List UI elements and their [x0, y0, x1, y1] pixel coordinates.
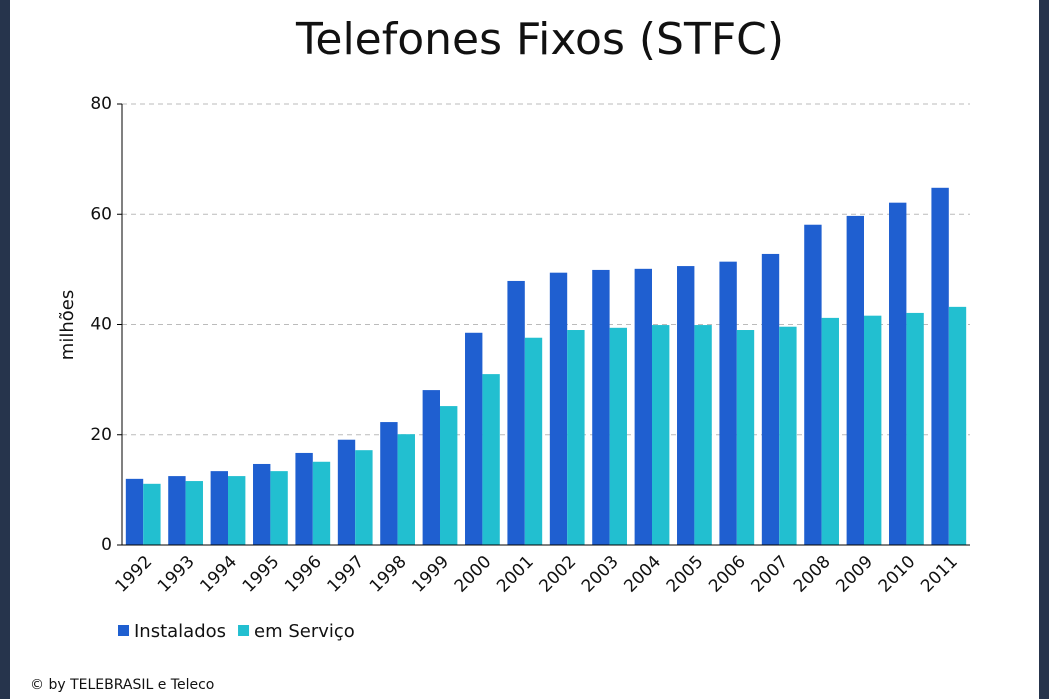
bar [524, 337, 543, 545]
bar [864, 315, 882, 545]
bar [295, 452, 313, 545]
bar [634, 268, 652, 545]
bar [906, 312, 924, 545]
bar [931, 187, 949, 546]
bar [482, 374, 500, 545]
bar [652, 325, 670, 545]
bar [210, 471, 228, 545]
bar [736, 330, 755, 545]
y-tick-label: 40 [90, 315, 112, 335]
chart-title: Telefones Fixos (STFC) [295, 14, 784, 65]
bar [440, 406, 458, 545]
bar [270, 471, 288, 545]
bar [143, 483, 161, 545]
bar [846, 215, 864, 545]
bar [228, 476, 246, 545]
bar [948, 306, 967, 545]
bar [779, 326, 797, 545]
bar [677, 266, 695, 545]
bar [549, 272, 568, 545]
y-tick-label: 80 [90, 94, 112, 114]
bar [609, 327, 627, 545]
bar [125, 478, 144, 545]
y-tick-label: 0 [101, 535, 112, 555]
y-tick-label: 20 [90, 425, 112, 445]
bar [821, 317, 839, 545]
bar [507, 280, 525, 545]
legend-label: em Serviço [254, 621, 355, 642]
legend-swatch [118, 625, 129, 636]
bar [337, 439, 356, 545]
bar [719, 261, 737, 545]
bar [168, 476, 186, 545]
bar [694, 325, 712, 545]
bar [380, 422, 398, 545]
bar [567, 330, 585, 545]
bar [592, 269, 610, 545]
y-axis-label: milhões [57, 290, 78, 360]
bar [185, 481, 203, 545]
legend-label: Instalados [134, 621, 226, 642]
bar [804, 224, 822, 545]
y-tick-label: 60 [90, 204, 112, 224]
bar [253, 463, 271, 545]
bar [761, 253, 780, 545]
bar [889, 202, 907, 545]
bar [422, 390, 440, 545]
legend-swatch [238, 625, 250, 636]
bar [465, 332, 483, 545]
footer: © by TELEBRASIL e Teleco [30, 677, 214, 693]
bar [355, 450, 373, 545]
bar [312, 461, 331, 545]
bar [397, 434, 415, 545]
